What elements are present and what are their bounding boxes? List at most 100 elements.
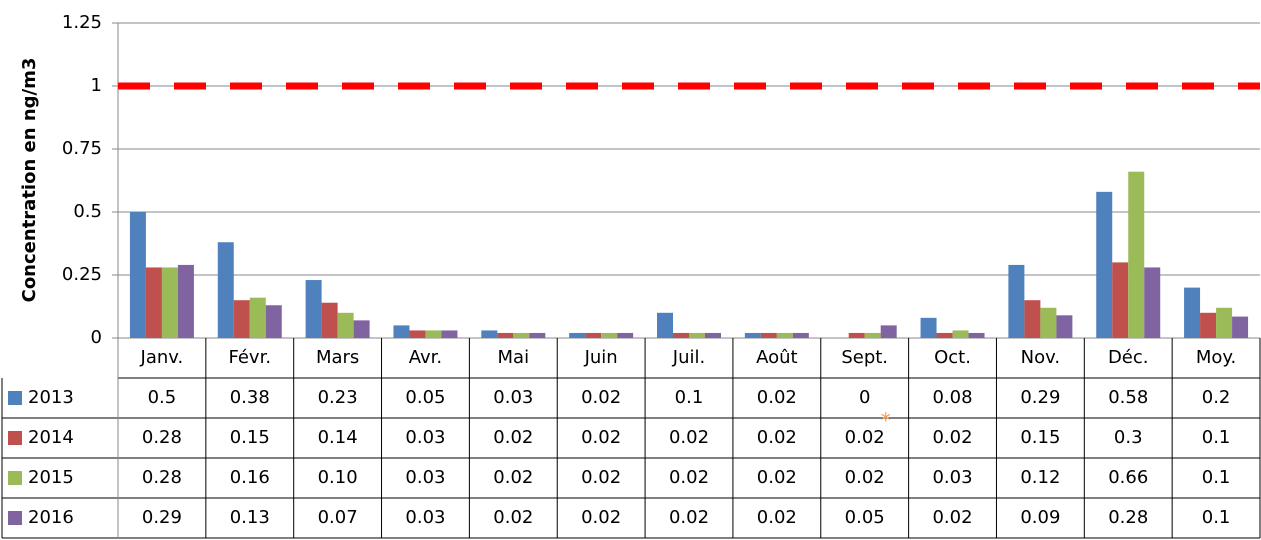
table-cell: 0.02 — [581, 387, 621, 408]
table-cell: 0.02 — [669, 467, 709, 488]
bar — [265, 305, 282, 338]
bar — [601, 332, 618, 338]
bar — [497, 332, 514, 338]
table-cell: 0.03 — [405, 507, 445, 528]
table-cell: 0.09 — [1020, 507, 1060, 528]
legend-label: 2016 — [28, 507, 74, 528]
bar — [353, 320, 370, 338]
table-cell: 0.12 — [1020, 467, 1060, 488]
table-cell: 0.02 — [493, 507, 533, 528]
bar — [177, 264, 194, 338]
table-cell: 0.10 — [318, 467, 358, 488]
legend-key — [8, 431, 22, 445]
table-cell: 0.38 — [230, 387, 270, 408]
bar — [968, 332, 985, 338]
legend-label: 2015 — [28, 467, 74, 488]
y-tick-label: 0.75 — [62, 138, 102, 159]
table-cell: 0.02 — [845, 467, 885, 488]
table-cell: 0.03 — [405, 467, 445, 488]
x-tick-label: Moy. — [1196, 347, 1236, 368]
x-tick-label: Juil. — [672, 347, 705, 368]
table-cell: 0.02 — [493, 427, 533, 448]
bar — [393, 325, 410, 338]
bar — [936, 332, 953, 338]
bar — [689, 332, 705, 338]
bar — [337, 312, 354, 338]
table-cell: 0.16 — [230, 467, 270, 488]
bar — [513, 332, 530, 338]
bar — [1144, 267, 1161, 338]
table-cell: 0.58 — [1108, 387, 1148, 408]
legend-key — [8, 391, 22, 405]
bar — [920, 317, 937, 338]
x-tick-label: Nov. — [1021, 347, 1060, 368]
table-cell: 0 — [859, 387, 870, 408]
bar — [760, 332, 777, 338]
bar — [529, 332, 546, 338]
bar — [441, 330, 458, 338]
y-axis-label: Concentration en ng/m3 — [19, 58, 40, 303]
bar — [776, 332, 793, 338]
table-cell: 0.02 — [669, 507, 709, 528]
table-cell: 0.02 — [757, 427, 797, 448]
x-tick-label: Janv. — [140, 347, 184, 368]
bar — [864, 332, 881, 338]
x-tick-label: Oct. — [934, 347, 971, 368]
table-cell: 0.15 — [1020, 427, 1060, 448]
bar — [848, 332, 865, 338]
bar — [425, 330, 442, 338]
table-cell: 0.05 — [405, 387, 445, 408]
legend-key — [8, 511, 22, 525]
legend-label: 2014 — [28, 427, 74, 448]
table-cell: 0.03 — [405, 427, 445, 448]
table-cell: 0.13 — [230, 507, 270, 528]
table-cell: 0.02 — [581, 507, 621, 528]
bar — [880, 325, 897, 338]
x-tick-label: Juin — [584, 347, 618, 368]
table-cell: 0.2 — [1202, 387, 1231, 408]
x-tick-label: Mai — [498, 347, 530, 368]
table-cell: 0.28 — [142, 467, 182, 488]
bar — [145, 267, 162, 338]
y-tick-label: 0 — [91, 327, 102, 348]
bar — [1184, 287, 1201, 338]
bar — [1128, 171, 1145, 338]
bar — [409, 330, 426, 338]
table-cell: 0.05 — [845, 507, 885, 528]
bar — [1040, 307, 1057, 338]
bar — [481, 330, 498, 338]
legend-key — [8, 471, 22, 485]
bar — [305, 280, 322, 338]
bar — [1232, 316, 1249, 338]
table-cell: 0.08 — [932, 387, 972, 408]
bar — [673, 332, 689, 338]
table-cell: 0.02 — [757, 467, 797, 488]
table-cell: 0.02 — [669, 427, 709, 448]
bar — [705, 332, 721, 338]
bar — [249, 297, 266, 338]
bar — [585, 332, 602, 338]
annotation: * — [881, 409, 891, 433]
table-cell: 0.1 — [1202, 427, 1231, 448]
table-cell: 0.1 — [675, 387, 704, 408]
table-cell: 0.02 — [932, 427, 972, 448]
table-cell: 0.02 — [581, 427, 621, 448]
table-cell: 0.66 — [1108, 467, 1148, 488]
table-cell: 0.02 — [757, 507, 797, 528]
y-tick-label: 1 — [91, 75, 102, 96]
x-tick-label: Mars — [316, 347, 359, 368]
x-tick-label: Avr. — [409, 347, 442, 368]
y-tick-label: 0.25 — [62, 264, 102, 285]
table-cell: 0.5 — [148, 387, 177, 408]
bar — [321, 302, 338, 338]
bar — [744, 332, 761, 338]
bar — [1200, 312, 1217, 338]
table-cell: 0.28 — [142, 427, 182, 448]
table-cell: 0.14 — [318, 427, 358, 448]
table-cell: 0.1 — [1202, 467, 1231, 488]
y-tick-label: 0.5 — [73, 201, 102, 222]
table-cell: 0.3 — [1114, 427, 1143, 448]
bar — [1216, 307, 1233, 338]
bar — [1024, 300, 1041, 338]
bar — [129, 212, 146, 338]
